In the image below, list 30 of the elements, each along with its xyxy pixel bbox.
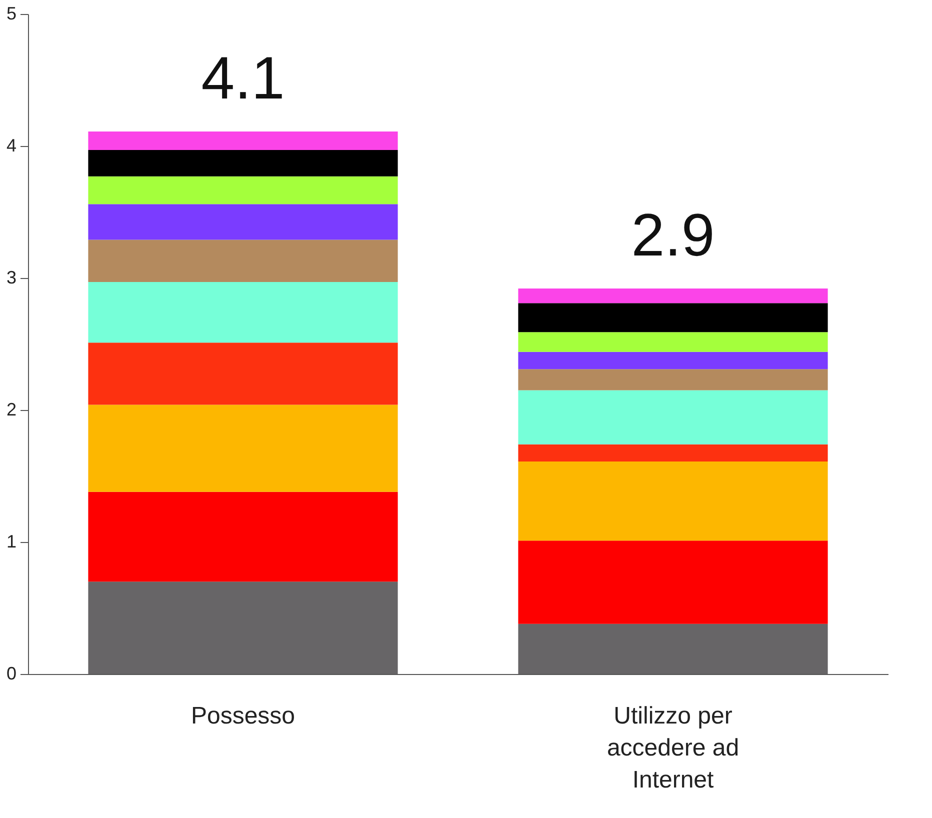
y-tick-label: 5 — [6, 4, 16, 24]
y-tick-label: 1 — [6, 532, 16, 552]
bar — [518, 288, 828, 304]
bar — [88, 342, 398, 405]
bar — [88, 240, 398, 282]
bar — [518, 390, 828, 444]
bar — [518, 540, 828, 624]
bar — [518, 303, 828, 332]
total-label: 4.1 — [201, 44, 285, 112]
bar — [88, 131, 398, 150]
bar — [518, 352, 828, 370]
bar — [88, 404, 398, 492]
y-tick-label: 3 — [6, 268, 16, 288]
bar — [88, 204, 398, 240]
bar — [88, 150, 398, 176]
y-tick-label: 2 — [6, 400, 16, 420]
bar — [88, 492, 398, 582]
bar — [518, 444, 828, 462]
x-tick-label: Utilizzo per accedere ad Internet — [606, 702, 740, 794]
y-tick-label: 4 — [6, 136, 16, 156]
bar — [518, 332, 828, 352]
bar — [88, 582, 398, 674]
y-tick-label: 0 — [6, 664, 16, 684]
bar — [518, 461, 828, 541]
bar — [518, 369, 828, 390]
x-tick-label: Possesso — [190, 702, 296, 730]
total-label: 2.9 — [631, 202, 715, 269]
bar — [88, 176, 398, 204]
bar — [88, 282, 398, 343]
bar — [518, 624, 828, 674]
